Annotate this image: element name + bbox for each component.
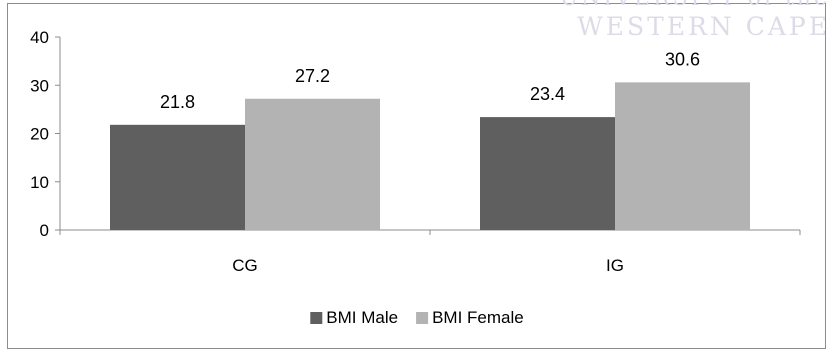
y-tick-label: 10 <box>30 173 49 192</box>
legend-label: BMI Male <box>326 308 398 327</box>
data-label: 23.4 <box>530 84 565 104</box>
y-tick-label: 0 <box>40 221 49 240</box>
bar <box>245 98 380 230</box>
bar <box>110 124 245 230</box>
y-tick-label: 20 <box>30 125 49 144</box>
data-label: 30.6 <box>665 49 700 69</box>
legend-swatch <box>310 312 323 324</box>
y-tick-label: 40 <box>30 28 49 47</box>
legend: BMI Male BMI Female <box>310 308 524 327</box>
y-tick-label: 30 <box>30 76 49 95</box>
bars <box>110 82 750 230</box>
legend-label: BMI Female <box>432 308 524 327</box>
bar <box>615 82 750 230</box>
bar <box>480 117 615 230</box>
data-label: 27.2 <box>295 66 330 86</box>
labels: 21.8 27.2 CG 23.4 30.6 IG <box>160 49 700 275</box>
x-category-label: CG <box>232 256 258 275</box>
legend-swatch <box>416 312 429 324</box>
x-category-label: IG <box>606 256 624 275</box>
data-label: 21.8 <box>160 92 195 112</box>
